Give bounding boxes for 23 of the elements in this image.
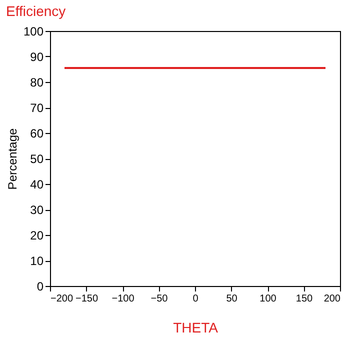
y-tick-label: 40 bbox=[30, 178, 44, 192]
y-tick-label: 0 bbox=[36, 280, 44, 294]
y-tick-label: 20 bbox=[30, 228, 44, 242]
chart-title: Efficiency bbox=[6, 3, 66, 19]
x-tick-label: 50 bbox=[226, 294, 238, 304]
x-tick-label: 100 bbox=[260, 294, 277, 304]
y-tick-label: 90 bbox=[30, 50, 44, 64]
y-tick-label: 100 bbox=[23, 24, 44, 38]
x-tick-label: 200 bbox=[324, 294, 341, 304]
y-tick-label: 50 bbox=[30, 152, 44, 166]
y-tick-label: 30 bbox=[30, 203, 44, 217]
x-tick-label: −100 bbox=[112, 294, 135, 304]
x-axis-title: THETA bbox=[173, 320, 219, 336]
y-tick-label: 10 bbox=[30, 254, 44, 268]
x-tick-label: −50 bbox=[150, 294, 168, 304]
y-tick-label: 80 bbox=[30, 76, 44, 90]
y-tick-label: 70 bbox=[30, 101, 44, 115]
y-tick-label: 60 bbox=[30, 126, 44, 140]
y-axis-title: Percentage bbox=[5, 128, 20, 190]
x-tick-label: 150 bbox=[296, 294, 314, 304]
x-tick-label: 0 bbox=[192, 294, 199, 304]
x-tick-label: −150 bbox=[75, 294, 98, 304]
x-tick-label: −200 bbox=[50, 294, 74, 304]
